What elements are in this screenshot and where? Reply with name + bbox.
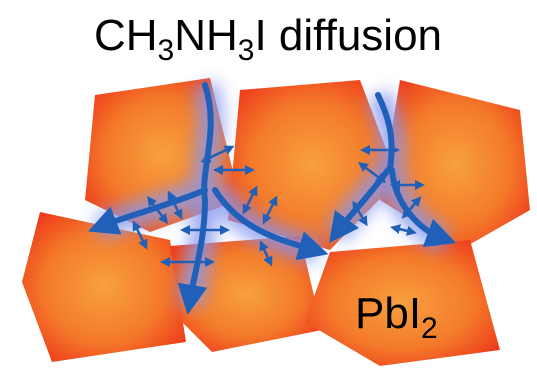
title: CH3NH3I diffusion xyxy=(94,11,442,67)
label-part: PbI xyxy=(355,289,421,338)
label-subscript: 2 xyxy=(421,312,438,345)
title-subscript: 3 xyxy=(158,34,175,67)
title-subscript: 3 xyxy=(238,34,255,67)
title-part: CH xyxy=(94,11,158,60)
diagram: CH3NH3I diffusion PbI2 xyxy=(0,0,537,374)
title-part: NH xyxy=(174,11,238,60)
title-part: I diffusion xyxy=(254,11,442,60)
